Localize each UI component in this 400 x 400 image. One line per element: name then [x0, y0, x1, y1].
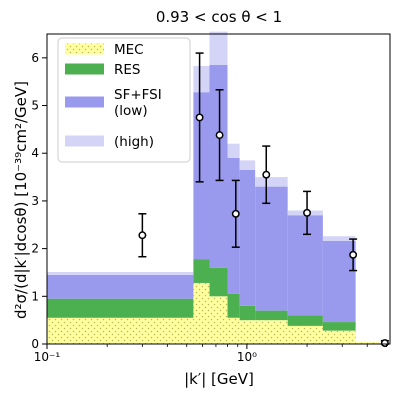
legend-swatch-sf-fsi-low-	[65, 96, 104, 108]
bar-res-6	[287, 315, 323, 326]
legend-label-sf-fsi-low-: SF+FSI (low)	[114, 87, 162, 119]
y-tick-label-4: 4	[31, 146, 39, 160]
chart-title: 0.93 < cos θ < 1	[156, 8, 282, 26]
bar-res-5	[255, 310, 288, 321]
y-tick-label-3: 3	[31, 194, 39, 208]
bar--high--1	[193, 65, 210, 93]
bar-mec-5	[255, 320, 288, 344]
data-point-6	[349, 250, 358, 259]
legend-swatch-res	[65, 63, 104, 75]
bar-res-1	[193, 259, 210, 283]
data-point-5	[303, 208, 312, 217]
bar-mec-6	[287, 325, 323, 344]
bar--high--2	[209, 31, 228, 65]
bar--high--5	[255, 177, 288, 187]
y-tick-label-0: 0	[31, 337, 39, 351]
x-tick-label-0: 10⁻¹	[34, 350, 61, 364]
bar-sf-fsi-low--1	[193, 92, 210, 260]
bar-sf-fsi-low--5	[255, 186, 288, 311]
x-axis-label: |k′| [GeV]	[184, 370, 254, 388]
y-tick-label-2: 2	[31, 242, 39, 256]
legend-label--high-: (high)	[114, 134, 154, 150]
x-tick-label-1: 10⁰	[237, 350, 257, 364]
data-point-7	[380, 339, 389, 347]
data-point-2	[215, 131, 224, 140]
legend-label-mec: MEC	[114, 42, 144, 58]
legend-label-res: RES	[114, 62, 140, 78]
bar-mec-1	[193, 282, 210, 344]
y-tick-label-1: 1	[31, 289, 39, 303]
bar-mec-7	[322, 330, 356, 344]
bar-mec-3	[227, 317, 240, 344]
bar-sf-fsi-low--3	[227, 158, 240, 294]
bar-mec-0	[47, 317, 194, 344]
bar-res-7	[322, 322, 356, 331]
bar-mec-8	[355, 341, 380, 344]
bar--high--0	[47, 271, 194, 275]
bar-sf-fsi-low--4	[239, 169, 256, 306]
data-point-4	[262, 170, 271, 179]
y-axis-label: d²σ/(d|k′|dcosθ) [10⁻³⁹cm²/GeV]	[12, 81, 30, 319]
bar-sf-fsi-low--2	[209, 65, 228, 268]
legend-swatch-mec	[65, 43, 104, 55]
bar--high--7	[322, 236, 356, 241]
data-point-1	[195, 113, 204, 122]
bar-sf-fsi-low--6	[287, 215, 323, 316]
bar-mec-2	[209, 296, 228, 344]
data-point-0	[138, 231, 147, 240]
data-point-3	[231, 209, 240, 218]
bar-res-4	[239, 305, 256, 321]
bar-mec-4	[239, 320, 256, 344]
y-tick-label-5: 5	[31, 99, 39, 113]
bar-res-0	[47, 298, 194, 318]
y-tick-label-6: 6	[31, 51, 39, 65]
bar-res-3	[227, 293, 240, 318]
plot-frame	[46, 33, 391, 345]
bar-res-2	[209, 267, 228, 297]
legend-swatch--high-	[65, 135, 104, 147]
bar--high--4	[239, 160, 256, 170]
bar--high--3	[227, 143, 240, 158]
bar-sf-fsi-low--0	[47, 274, 194, 299]
